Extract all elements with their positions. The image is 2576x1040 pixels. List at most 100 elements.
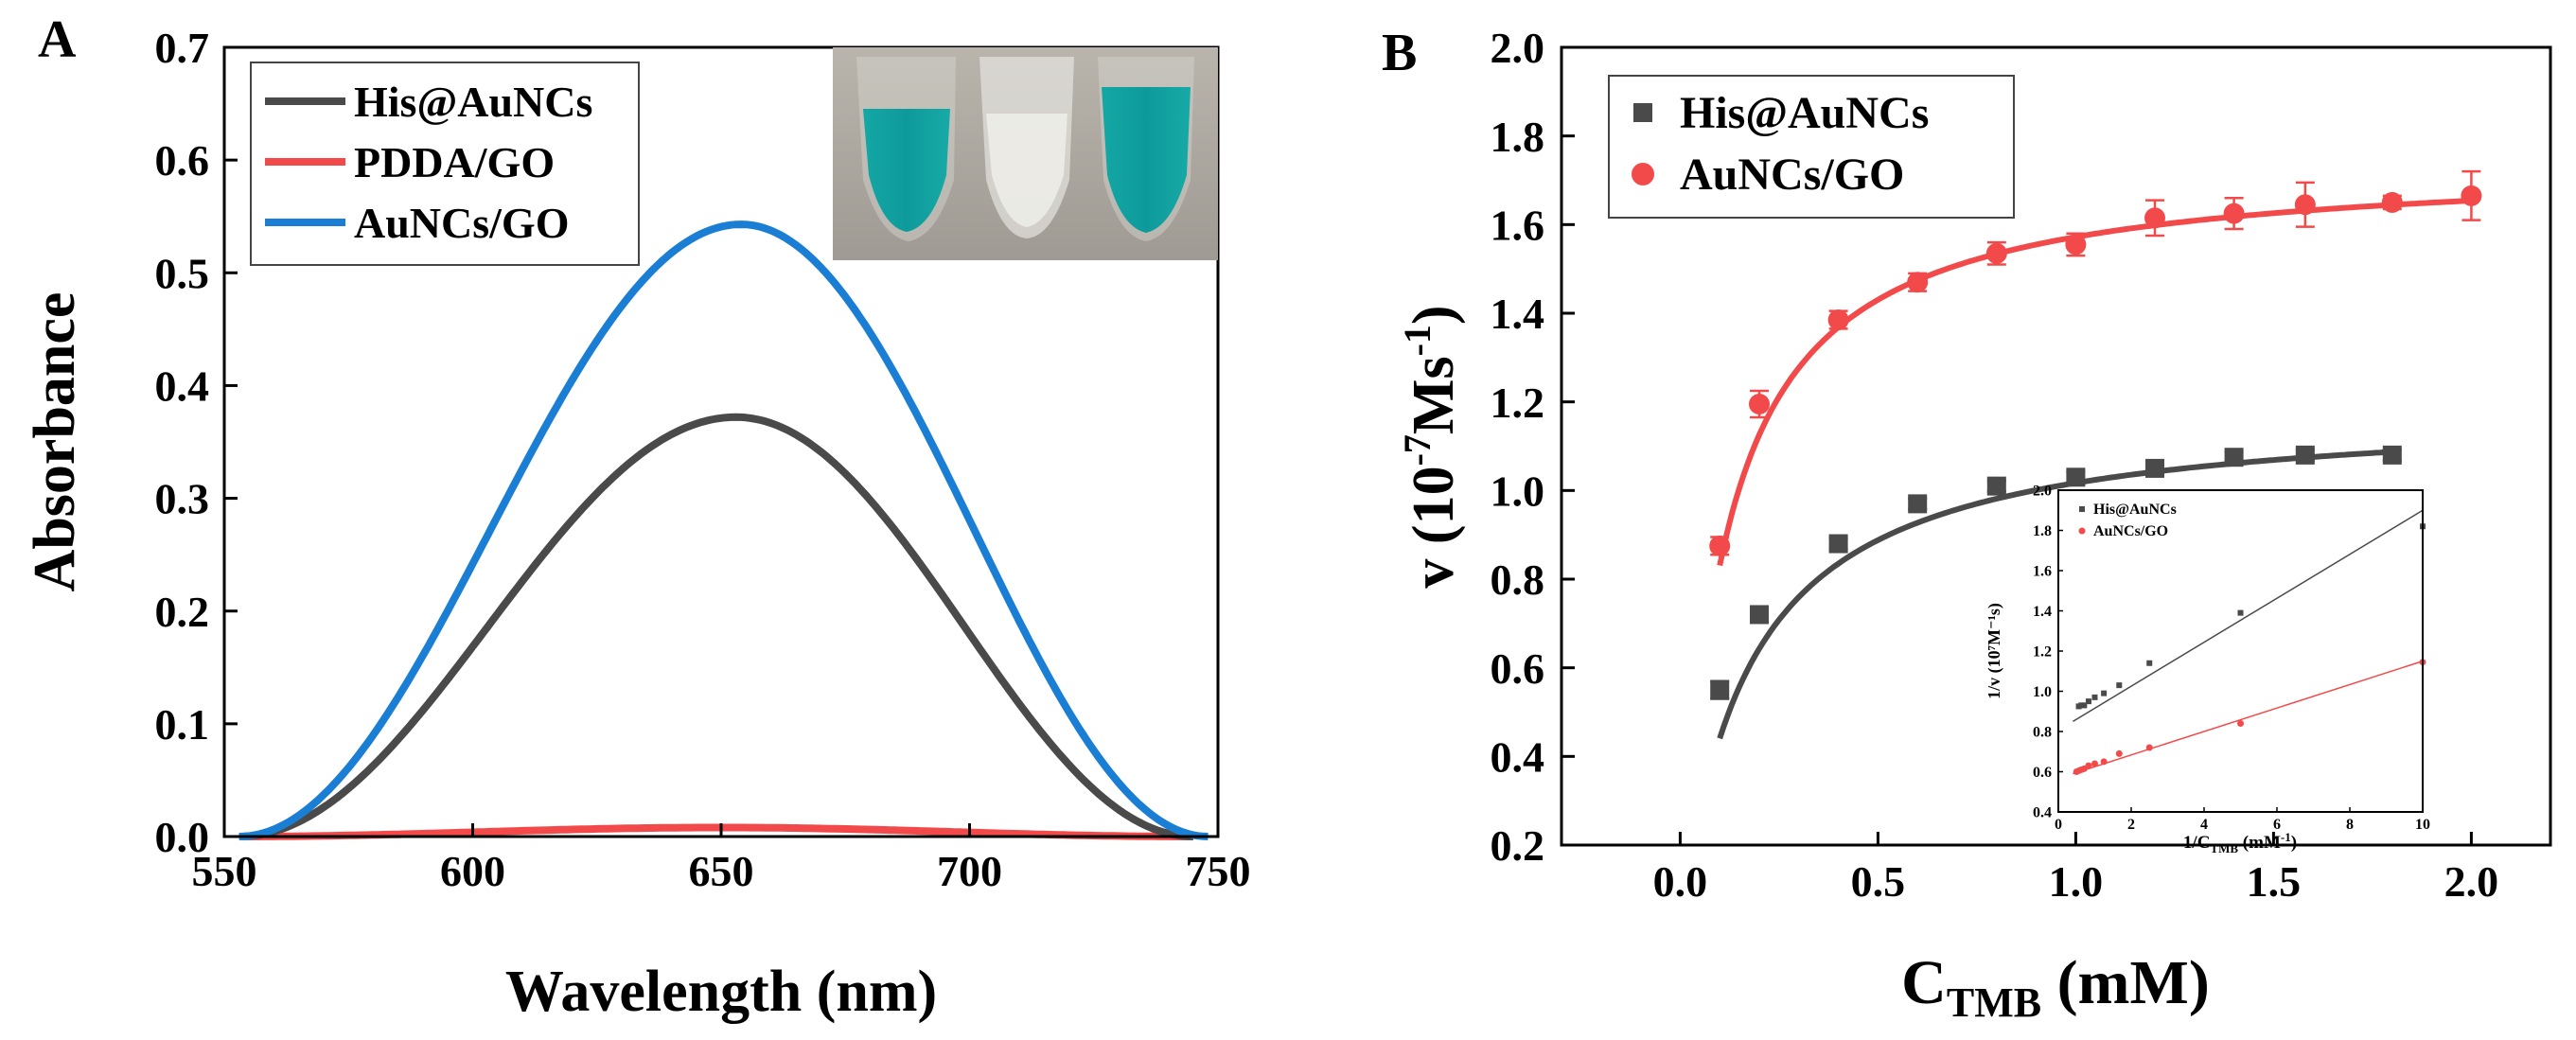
legend-label-pdda-go: PDDA/GO bbox=[354, 138, 555, 186]
y-tick-label: 0.8 bbox=[1491, 555, 1545, 604]
y-tick-label: 0.4 bbox=[155, 362, 210, 411]
y-tick-label: 1.8 bbox=[1491, 113, 1545, 161]
panel-b-y-axis-title-rest: Ms bbox=[1402, 356, 1466, 434]
panel-b-inset: 0 2 4 6 8 10 0.4 0.6 0.8 1.0 1.2 1.4 1.6 1.8 2.0 1/CT… bbox=[1985, 484, 2430, 855]
x-tick-label: 1.5 bbox=[2247, 857, 2302, 906]
data-point-square bbox=[2224, 448, 2244, 467]
data-point-circle bbox=[2294, 194, 2316, 216]
panel-b-y-axis-title: v (10-7Ms-1) bbox=[1396, 305, 1466, 588]
y-tick-label: 0.8 bbox=[2033, 725, 2052, 741]
panel-b-x-axis-title: CTMB (mM) bbox=[1901, 948, 2210, 1026]
inset-point-circle bbox=[2237, 720, 2244, 727]
y-tick-label: 0.4 bbox=[1491, 732, 1545, 781]
y-tick-label: 1.4 bbox=[1491, 290, 1545, 338]
data-point-circle bbox=[2065, 234, 2087, 256]
inset-x-ticks: 0 2 4 6 8 10 bbox=[2055, 807, 2430, 833]
y-tick-label: 1.0 bbox=[2033, 684, 2052, 700]
panel-b: B 0.0 0.5 1.0 1.5 2.0 0.2 0.4 0.6 0.8 1.0 1.2 1.4 1… bbox=[1382, 24, 2552, 1026]
inset-y-ticks: 0.4 0.6 0.8 1.0 1.2 1.4 1.6 1.8 2.0 bbox=[2033, 484, 2063, 821]
legend-label-b-his-aunc: His@AuNCs bbox=[1680, 88, 1929, 138]
y-tick-label: 0.4 bbox=[2033, 805, 2052, 821]
y-tick-label: 0.1 bbox=[155, 700, 210, 749]
inset-x-axis-title-main: 1/C bbox=[2183, 833, 2211, 853]
legend-label-b-aunc-go: AuNCs/GO bbox=[1680, 150, 1904, 200]
inset-x-axis-title-unit: (mM bbox=[2238, 833, 2281, 853]
inset-point-circle bbox=[2145, 744, 2153, 751]
legend-marker-aunc-go bbox=[1632, 163, 1654, 185]
inset-point-square bbox=[2237, 609, 2244, 616]
inset-point-square bbox=[2081, 702, 2088, 709]
panel-b-y-axis-title-end: ) bbox=[1402, 305, 1466, 325]
inset-point-square bbox=[2078, 702, 2085, 709]
spectrum-line-1 bbox=[238, 823, 1193, 840]
panel-b-x-axis-title-main: C bbox=[1901, 948, 1947, 1017]
x-tick-label: 0 bbox=[2055, 817, 2062, 833]
panel-b-legend-box bbox=[1608, 75, 2015, 219]
data-point-square bbox=[1710, 680, 1730, 700]
legend-label-his-aunc: His@AuNCs bbox=[354, 78, 592, 126]
data-point-square bbox=[2382, 445, 2402, 465]
y-tick-label: 0.0 bbox=[155, 813, 210, 861]
inset-point-circle bbox=[2100, 758, 2108, 766]
data-point-circle bbox=[1907, 272, 1929, 293]
data-point-circle bbox=[2223, 203, 2245, 224]
panel-b-legend: His@AuNCs AuNCs/GO bbox=[1608, 75, 2015, 219]
panel-b-series bbox=[1709, 169, 2482, 740]
panel-a-y-axis-title: Absorbance bbox=[23, 292, 87, 592]
x-tick-label: 1.0 bbox=[2049, 857, 2104, 906]
x-tick-label: 550 bbox=[192, 847, 257, 895]
inset-legend-marker-aunc-go bbox=[2078, 527, 2086, 535]
spectrum-line-2 bbox=[238, 220, 1209, 840]
x-tick-label: 700 bbox=[937, 847, 1002, 895]
data-point-square bbox=[2295, 445, 2315, 465]
x-tick-label: 750 bbox=[1186, 847, 1251, 895]
cuvette-3-liquid bbox=[1102, 87, 1191, 233]
legend-marker-his-aunc bbox=[1633, 103, 1652, 122]
panel-a-label: A bbox=[38, 10, 77, 69]
y-tick-label: 1.6 bbox=[1491, 201, 1545, 249]
panel-b-y-ticks: 0.2 0.4 0.6 0.8 1.0 1.2 1.4 1.6 1.8 2.0 bbox=[1491, 24, 1575, 870]
y-tick-label: 2.0 bbox=[2033, 484, 2052, 500]
panel-a-x-axis-title: Wavelength (nm) bbox=[505, 960, 937, 1024]
y-tick-label: 1.2 bbox=[2033, 644, 2052, 661]
x-tick-label: 600 bbox=[440, 847, 505, 895]
data-point-square bbox=[1986, 476, 2006, 496]
spectrum-line-0 bbox=[238, 413, 1193, 840]
cuvette-2-liquid bbox=[986, 114, 1067, 227]
y-tick-label: 1.6 bbox=[2033, 564, 2052, 580]
panel-b-y-axis-title-sup: -7 bbox=[1396, 434, 1438, 466]
fit-curve-0 bbox=[1717, 449, 2393, 740]
x-tick-label: 0.5 bbox=[1851, 857, 1906, 906]
x-tick-label: 2 bbox=[2127, 817, 2135, 833]
panel-b-plot-frame bbox=[1560, 45, 2552, 847]
y-tick-label: 2.0 bbox=[1491, 24, 1545, 72]
data-point-circle bbox=[1709, 535, 1731, 556]
panel-b-x-axis-title-sub: TMB bbox=[1947, 979, 2041, 1026]
y-tick-label: 0.2 bbox=[155, 588, 210, 636]
x-tick-label: 2.0 bbox=[2444, 857, 2499, 906]
y-tick-label: 0.6 bbox=[2033, 765, 2052, 781]
inset-legend-label-his-aunc: His@AuNCs bbox=[2093, 502, 2177, 518]
inset-legend-label-aunc-go: AuNCs/GO bbox=[2093, 523, 2168, 539]
panel-a-legend: His@AuNCs PDDA/GO AuNCs/GO bbox=[250, 62, 640, 266]
data-point-circle bbox=[1985, 242, 2007, 264]
y-tick-label: 1.4 bbox=[2033, 604, 2052, 620]
inset-x-axis-title-end: ) bbox=[2291, 833, 2297, 853]
x-tick-label: 6 bbox=[2273, 817, 2281, 833]
panel-b-label: B bbox=[1382, 24, 1417, 82]
data-point-circle bbox=[2461, 185, 2482, 206]
panel-b-x-axis-title-unit: (mM) bbox=[2041, 948, 2210, 1017]
y-tick-label: 1.2 bbox=[1491, 379, 1545, 427]
panel-b-y-axis-title-main: v (10 bbox=[1402, 466, 1466, 588]
inset-series bbox=[2073, 509, 2426, 775]
data-point-circle bbox=[1827, 309, 1849, 331]
inset-legend: His@AuNCs AuNCs/GO bbox=[2078, 502, 2177, 539]
inset-point-circle bbox=[2115, 749, 2123, 757]
x-tick-label: 0.0 bbox=[1653, 857, 1708, 906]
data-point-circle bbox=[2144, 207, 2165, 229]
data-point-square bbox=[1908, 494, 1928, 514]
y-tick-label: 0.7 bbox=[155, 24, 210, 72]
data-point-circle bbox=[1749, 394, 1770, 415]
y-tick-label: 1.0 bbox=[1491, 467, 1545, 515]
